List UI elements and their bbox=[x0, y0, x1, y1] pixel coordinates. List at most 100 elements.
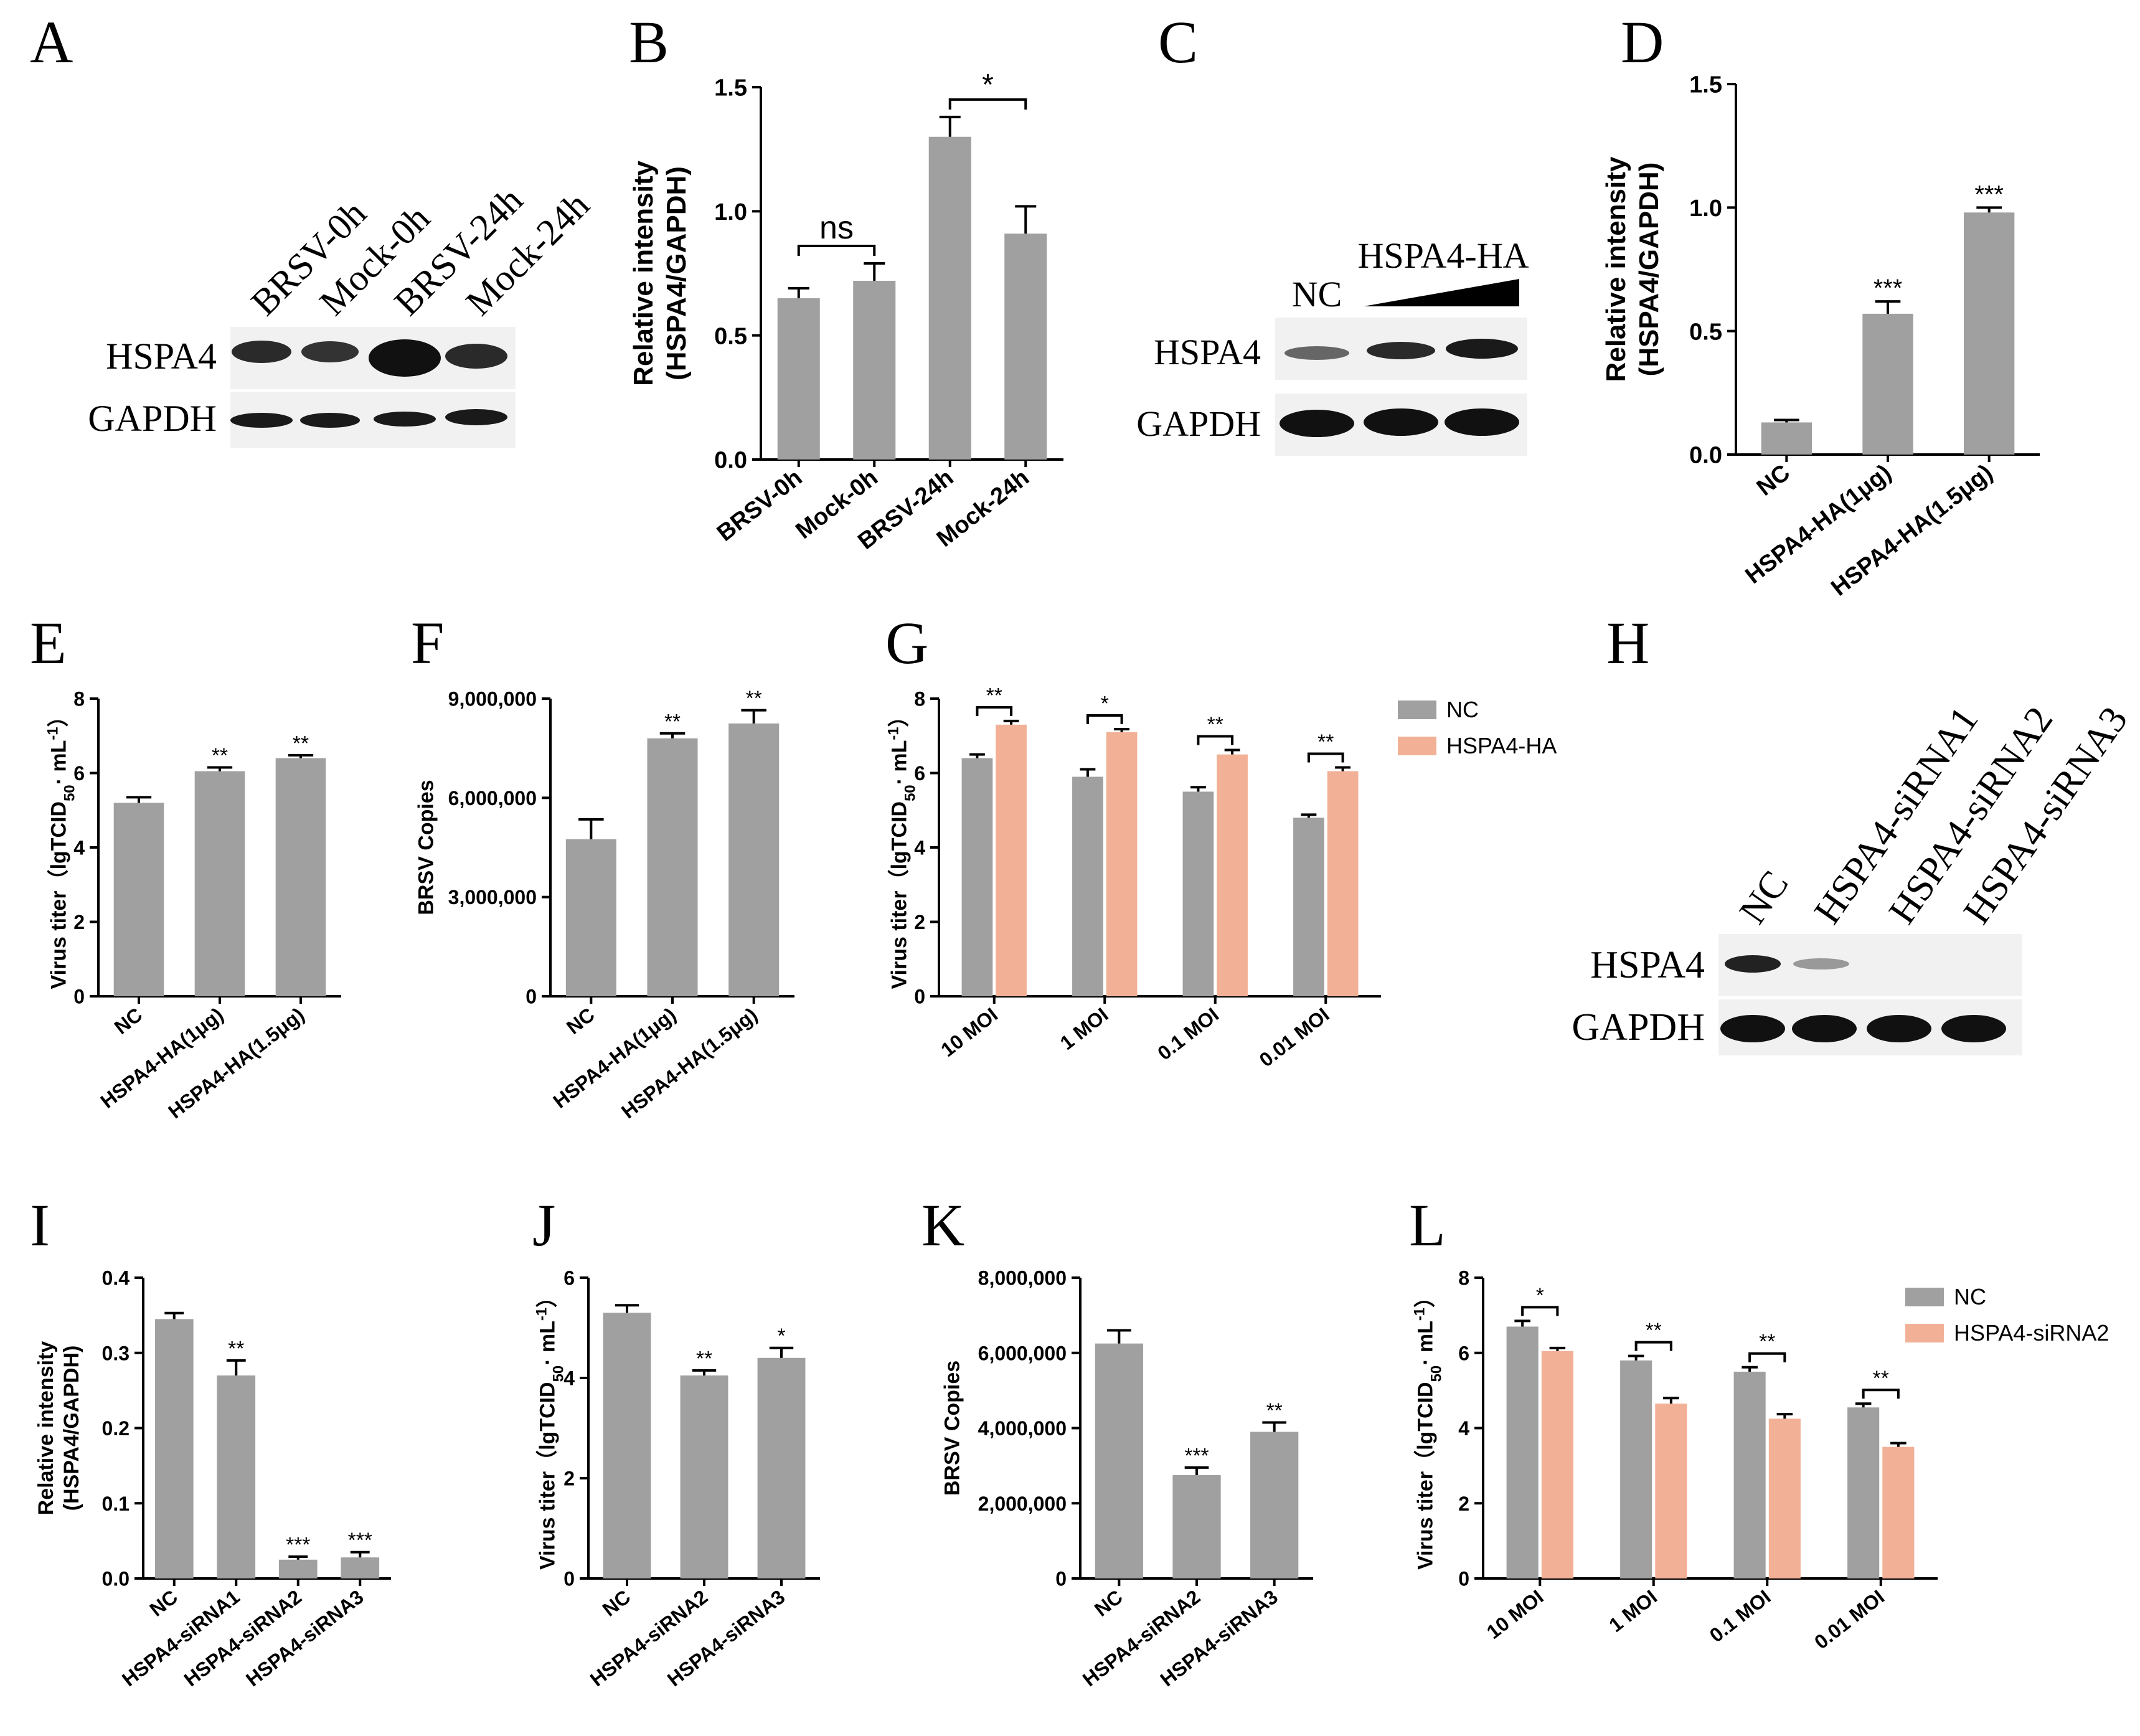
significance-bracket bbox=[948, 98, 1027, 110]
y-tick-label: 2 bbox=[563, 1468, 575, 1490]
bar bbox=[1768, 1418, 1801, 1578]
significance-label: * bbox=[982, 68, 994, 101]
band bbox=[1867, 1015, 1931, 1042]
y-axis-label: Virus titer（lgTCID50· mL-1） bbox=[885, 705, 918, 989]
band bbox=[1792, 1015, 1857, 1042]
y-tick-label: 6 bbox=[914, 762, 925, 785]
x-tick-label: NC bbox=[562, 1003, 599, 1039]
band bbox=[369, 339, 441, 377]
blot-c-group-label: HSPA4-HA bbox=[1357, 235, 1529, 276]
x-tick-label: NC bbox=[1090, 1585, 1127, 1621]
bar bbox=[1733, 1371, 1766, 1578]
blot-h-lane-1: NC bbox=[1732, 863, 1797, 932]
band bbox=[232, 341, 291, 363]
y-tick-label: 0.0 bbox=[1689, 443, 1722, 469]
y-tick-label: 1.5 bbox=[714, 75, 747, 101]
y-tick-label: 4,000,000 bbox=[978, 1417, 1067, 1440]
legend-label: NC bbox=[1446, 697, 1479, 722]
bar bbox=[853, 280, 896, 460]
legend-swatch bbox=[1398, 737, 1436, 755]
blot-a-row-gapdh: GAPDH bbox=[88, 398, 217, 439]
panel-label-g: G bbox=[885, 610, 928, 676]
panel-label-f: F bbox=[411, 610, 444, 676]
y-tick-label: 8 bbox=[73, 688, 85, 710]
y-tick-label: 0 bbox=[1055, 1568, 1067, 1590]
y-tick-label: 0.5 bbox=[714, 323, 747, 349]
blot-h: HSPA4 GAPDH NC HSPA4-siRNA1 HSPA4-siRNA2… bbox=[1572, 699, 2136, 1055]
blot-a: HSPA4 GAPDH BRSV-0h Mock-0h BRSV-24h Moc… bbox=[88, 179, 597, 448]
panel-label-h: H bbox=[1606, 610, 1649, 676]
blot-c: NC HSPA4-HA HSPA4 GAPDH bbox=[1136, 235, 1529, 456]
y-tick-label: 8,000,000 bbox=[978, 1267, 1067, 1290]
x-tick-label: 1 MOI bbox=[1605, 1585, 1661, 1636]
blot-h-row-gapdh: GAPDH bbox=[1572, 1006, 1705, 1049]
chart-d: 0.0 0.5 1.0 1.5 Relative intensity(HSPA4/GAP… bbox=[1601, 72, 2040, 601]
chart-l: 0 2 4 6 8 Virus titer（lgTCID50· mL-1） 10 MOI 1 … bbox=[1411, 1267, 2109, 1654]
significance-label: * bbox=[1536, 1284, 1544, 1307]
band bbox=[1725, 955, 1781, 973]
y-axis-label: Virus titer（lgTCID50· mL-1） bbox=[1411, 1286, 1445, 1570]
y-tick-label: 0.4 bbox=[102, 1267, 130, 1290]
significance-bracket bbox=[1521, 1306, 1559, 1316]
y-tick-label: 4 bbox=[914, 837, 925, 859]
y-tick-label: 0.2 bbox=[102, 1417, 130, 1440]
panel-labels: A B C D E F G H I J K L bbox=[30, 9, 1664, 1258]
x-tick-label: 1 MOI bbox=[1056, 1003, 1113, 1054]
x-tick-label: BRSV-0h bbox=[712, 465, 807, 547]
bar bbox=[1217, 754, 1248, 996]
significance-label: *** bbox=[348, 1529, 372, 1552]
legend-swatch bbox=[1398, 701, 1436, 719]
significance-label: ** bbox=[228, 1337, 244, 1361]
chart-f: 0 3,000,000 6,000,000 9,000,000 BRSV Copies N… bbox=[415, 687, 794, 1123]
panel-label-a: A bbox=[30, 9, 73, 75]
y-axis-label: Relative intensity(HSPA4/GAPDH) bbox=[1601, 156, 1664, 382]
bar bbox=[194, 771, 245, 996]
y-tick-label: 0.5 bbox=[1689, 319, 1722, 345]
y-axis-label: Virus titer（lgTCID50· mL-1） bbox=[44, 705, 78, 989]
significance-bracket bbox=[1307, 752, 1344, 763]
legend-swatch bbox=[1905, 1324, 1944, 1342]
y-tick-label: 6,000,000 bbox=[978, 1342, 1067, 1364]
band bbox=[300, 413, 360, 428]
x-tick-label: HSPA4-HA(1.5μg) bbox=[164, 1003, 308, 1123]
dose-wedge-icon bbox=[1364, 279, 1519, 306]
y-tick-label: 2 bbox=[1458, 1493, 1469, 1515]
significance-label: * bbox=[1101, 692, 1109, 715]
y-tick-label: 9,000,000 bbox=[448, 688, 537, 710]
significance-bracket bbox=[1086, 714, 1123, 724]
significance-bracket bbox=[1862, 1389, 1900, 1399]
band bbox=[1284, 346, 1349, 360]
x-tick-label: 0.1 MOI bbox=[1705, 1585, 1775, 1646]
x-tick-label: NC bbox=[1752, 460, 1795, 501]
panel-label-l: L bbox=[1409, 1192, 1446, 1258]
y-tick-label: 0.3 bbox=[102, 1342, 130, 1364]
bar bbox=[1506, 1326, 1539, 1578]
bar bbox=[1172, 1474, 1221, 1578]
y-tick-label: 2,000,000 bbox=[978, 1493, 1067, 1515]
significance-label: ** bbox=[1317, 731, 1334, 754]
y-tick-label: 1.0 bbox=[714, 199, 747, 225]
bar bbox=[1862, 313, 1913, 455]
band bbox=[1941, 1015, 2006, 1042]
band bbox=[445, 409, 507, 425]
y-tick-label: 3,000,000 bbox=[448, 886, 537, 908]
y-tick-label: 1.0 bbox=[1689, 196, 1722, 222]
y-tick-label: 1.5 bbox=[1689, 72, 1722, 98]
bar bbox=[1106, 732, 1138, 996]
significance-label: ** bbox=[212, 745, 228, 768]
significance-label: ** bbox=[1873, 1367, 1889, 1390]
y-axis-label: Relative intensity(HSPA4/GAPDH) bbox=[628, 161, 692, 386]
significance-label: ** bbox=[293, 732, 309, 755]
bar bbox=[1964, 212, 2015, 455]
bar bbox=[1095, 1343, 1143, 1578]
significance-label: ** bbox=[1646, 1319, 1662, 1342]
y-tick-label: 2 bbox=[73, 911, 85, 933]
y-tick-label: 6 bbox=[73, 762, 85, 785]
band bbox=[1446, 339, 1518, 359]
significance-label: ** bbox=[1266, 1399, 1283, 1422]
legend-label: NC bbox=[1954, 1284, 1986, 1309]
bar bbox=[154, 1319, 194, 1578]
legend-swatch bbox=[1905, 1288, 1944, 1306]
x-tick-label: NC bbox=[110, 1003, 147, 1039]
y-tick-label: 0 bbox=[563, 1568, 575, 1590]
